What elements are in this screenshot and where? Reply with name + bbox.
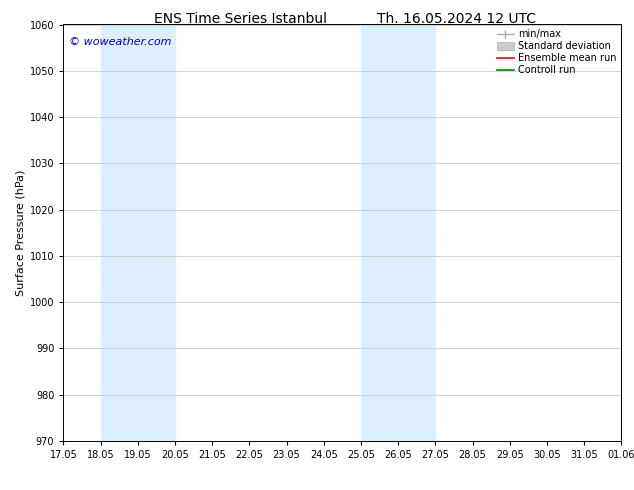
Text: © woweather.com: © woweather.com [69,37,171,47]
Bar [621,24,634,441]
Bar [101,24,175,441]
Bar [361,24,436,441]
Text: Th. 16.05.2024 12 UTC: Th. 16.05.2024 12 UTC [377,12,536,26]
Legend: min/max, Standard deviation, Ensemble mean run, Controll run: min/max, Standard deviation, Ensemble me… [495,27,618,77]
Y-axis label: Surface Pressure (hPa): Surface Pressure (hPa) [16,170,25,296]
Text: ENS Time Series Istanbul: ENS Time Series Istanbul [155,12,327,26]
